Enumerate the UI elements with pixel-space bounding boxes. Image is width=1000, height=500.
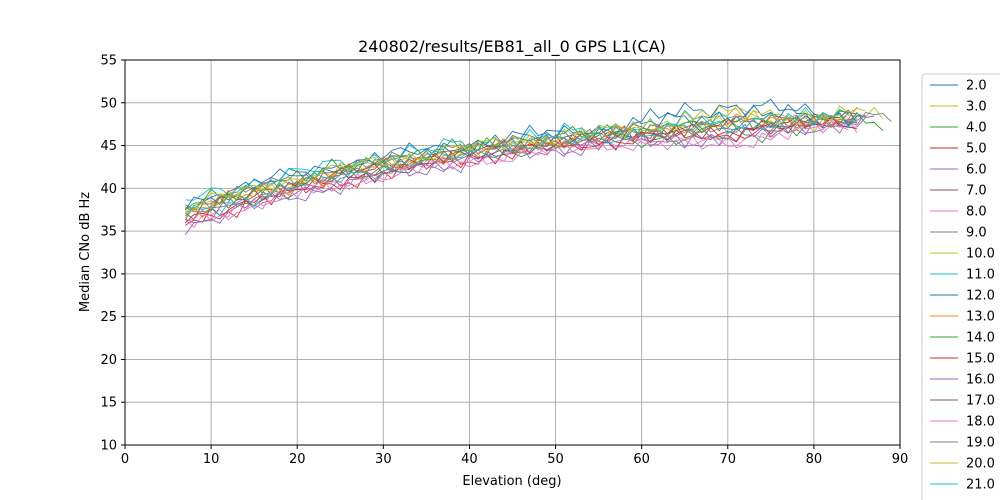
y-tick-label: 20 [100, 353, 117, 368]
series-line [184, 115, 875, 235]
legend-entry-label: 16.0 [966, 373, 995, 388]
x-axis: 0 10 20 30 40 50 60 70 80 90 [121, 445, 908, 467]
legend-entry-label: 15.0 [966, 352, 995, 367]
legend-entry-label: 2.0 [966, 79, 987, 94]
legend-entry-label: 11.0 [966, 268, 995, 283]
y-axis-label: Median CNo dB Hz [78, 192, 93, 312]
x-tick-label: 20 [289, 452, 306, 467]
legend-entry-label: 8.0 [966, 205, 987, 220]
y-axis: 10 15 20 25 30 35 40 45 50 55 [100, 54, 125, 454]
legend-entry-label: 7.0 [966, 184, 987, 199]
legend-entry-label: 14.0 [966, 331, 995, 346]
y-tick-label: 50 [100, 96, 117, 111]
y-tick-label: 10 [100, 439, 117, 454]
y-tick-label: 25 [100, 310, 117, 325]
y-tick-label: 45 [100, 139, 117, 154]
legend: 2.0 3.0 4.0 5.0 6.0 7.0 8.0 9.0 10.0 11.0 12.0 13.0… [921, 73, 1000, 500]
series-line [185, 98, 857, 210]
x-tick-label: 60 [633, 452, 650, 467]
legend-entry-label: 21.0 [966, 478, 995, 493]
x-tick-label: 90 [892, 452, 909, 467]
series-line [185, 118, 849, 223]
legend-entry-label: 13.0 [966, 310, 995, 325]
x-tick-label: 50 [547, 452, 564, 467]
x-tick-label: 10 [203, 452, 220, 467]
legend-entry-label: 12.0 [966, 289, 995, 304]
y-tick-label: 55 [100, 54, 117, 69]
series-line [185, 105, 849, 214]
y-tick-label: 15 [100, 396, 117, 411]
legend-entry-label: 17.0 [966, 394, 995, 409]
legend-entry-label: 20.0 [966, 457, 995, 472]
plot-frame [124, 59, 901, 446]
series-line [185, 114, 866, 224]
x-tick-label: 80 [806, 452, 823, 467]
legend-entry-label: 6.0 [966, 163, 987, 178]
chart-title: 240802/results/EB81_all_0 GPS L1(CA) [358, 37, 666, 57]
y-tick-label: 40 [100, 182, 117, 197]
x-tick-label: 70 [720, 452, 737, 467]
legend-entry-label: 18.0 [966, 415, 995, 430]
series-line [184, 111, 858, 221]
legend-frame [921, 73, 1000, 500]
legend-entry-label: 5.0 [966, 142, 987, 157]
x-tick-label: 30 [375, 452, 392, 467]
y-tick-label: 35 [100, 225, 117, 240]
series-line [185, 112, 866, 213]
series-line [184, 103, 866, 211]
legend-entry-label: 4.0 [966, 121, 987, 136]
legend-entry-label: 9.0 [966, 226, 987, 241]
x-tick-label: 0 [121, 452, 129, 467]
legend-entry-label: 10.0 [966, 247, 995, 262]
y-tick-label: 30 [100, 267, 117, 282]
series-lines [184, 98, 892, 235]
x-axis-label: Elevation (deg) [462, 474, 561, 489]
legend-entry-label: 3.0 [966, 100, 987, 115]
x-tick-label: 40 [461, 452, 478, 467]
legend-entry-label: 19.0 [966, 436, 995, 451]
